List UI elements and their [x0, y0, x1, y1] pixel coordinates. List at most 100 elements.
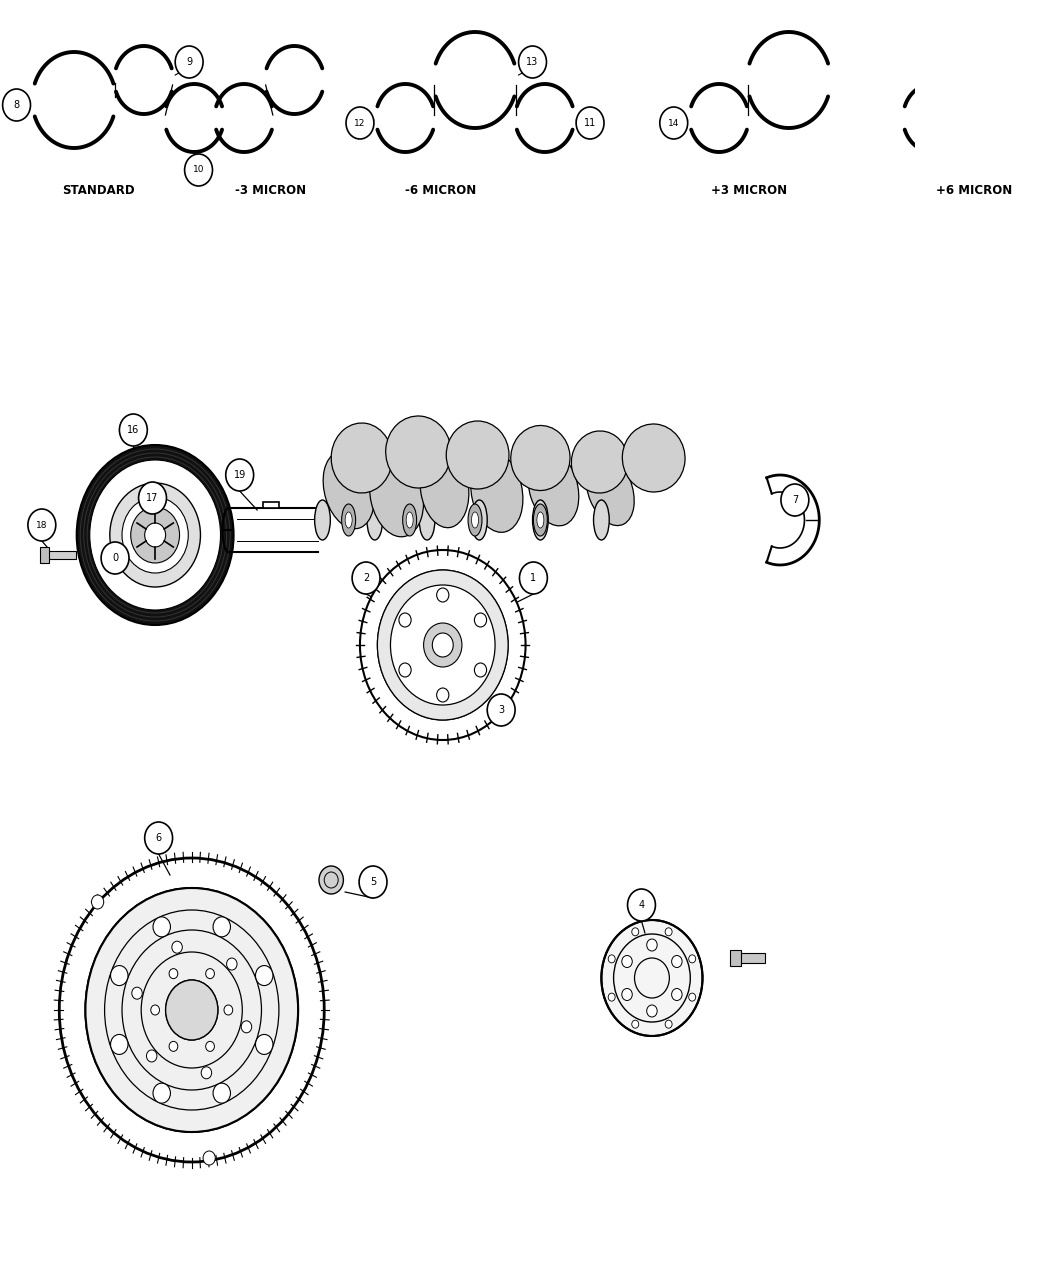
- Circle shape: [520, 562, 547, 594]
- Circle shape: [122, 497, 188, 572]
- Text: +3 MICRON: +3 MICRON: [712, 184, 788, 196]
- Ellipse shape: [331, 423, 393, 493]
- Text: 3: 3: [498, 705, 504, 715]
- Text: 8: 8: [14, 99, 20, 110]
- Circle shape: [377, 570, 508, 720]
- Circle shape: [672, 988, 682, 1001]
- Circle shape: [153, 1084, 170, 1103]
- Bar: [40, 547, 48, 564]
- Circle shape: [622, 988, 632, 1001]
- Circle shape: [85, 887, 298, 1132]
- Ellipse shape: [470, 451, 523, 532]
- Circle shape: [1046, 46, 1050, 78]
- Circle shape: [632, 1020, 638, 1028]
- Circle shape: [153, 917, 170, 937]
- Ellipse shape: [571, 431, 628, 493]
- Bar: [45, 551, 76, 558]
- Text: 0: 0: [112, 553, 118, 564]
- Ellipse shape: [623, 425, 685, 492]
- Circle shape: [175, 46, 203, 78]
- Circle shape: [224, 1005, 233, 1015]
- Ellipse shape: [468, 504, 482, 536]
- Ellipse shape: [593, 500, 609, 541]
- Circle shape: [346, 107, 374, 139]
- Circle shape: [172, 941, 183, 954]
- Text: 6: 6: [155, 833, 162, 843]
- Circle shape: [110, 1034, 128, 1054]
- Ellipse shape: [528, 450, 579, 525]
- Ellipse shape: [532, 500, 548, 541]
- Circle shape: [475, 663, 486, 677]
- Circle shape: [77, 445, 233, 625]
- Bar: [739, 952, 765, 963]
- Circle shape: [28, 509, 56, 541]
- Circle shape: [101, 542, 129, 574]
- Circle shape: [131, 507, 180, 564]
- Circle shape: [227, 958, 237, 970]
- Text: 7: 7: [792, 495, 798, 505]
- Ellipse shape: [406, 513, 413, 528]
- Circle shape: [423, 623, 462, 667]
- Ellipse shape: [420, 449, 469, 528]
- Circle shape: [391, 585, 495, 705]
- Circle shape: [647, 1005, 657, 1017]
- Ellipse shape: [323, 451, 374, 529]
- Circle shape: [185, 154, 212, 186]
- Ellipse shape: [471, 500, 487, 541]
- Circle shape: [91, 895, 104, 909]
- Ellipse shape: [537, 513, 544, 528]
- Circle shape: [206, 969, 214, 979]
- Circle shape: [665, 1020, 672, 1028]
- Circle shape: [475, 613, 486, 627]
- Circle shape: [139, 482, 167, 514]
- Circle shape: [359, 866, 387, 898]
- Circle shape: [242, 1021, 252, 1033]
- Circle shape: [151, 1005, 160, 1015]
- Circle shape: [319, 866, 343, 894]
- Circle shape: [360, 550, 526, 740]
- Circle shape: [437, 688, 448, 703]
- Text: 17: 17: [146, 493, 159, 504]
- Text: 11: 11: [584, 119, 596, 128]
- Text: 14: 14: [668, 119, 679, 128]
- Ellipse shape: [345, 513, 352, 528]
- Ellipse shape: [370, 453, 423, 537]
- Circle shape: [110, 483, 201, 586]
- Circle shape: [145, 822, 172, 854]
- Circle shape: [203, 1151, 215, 1165]
- Circle shape: [146, 1049, 156, 1062]
- Text: -3 MICRON: -3 MICRON: [234, 184, 306, 196]
- Circle shape: [781, 484, 809, 516]
- Circle shape: [659, 107, 688, 139]
- Circle shape: [213, 1084, 231, 1103]
- Circle shape: [226, 459, 254, 491]
- Circle shape: [169, 969, 177, 979]
- Text: STANDARD: STANDARD: [62, 184, 134, 196]
- Text: 12: 12: [354, 119, 365, 128]
- Ellipse shape: [510, 426, 570, 491]
- Circle shape: [202, 1067, 212, 1079]
- Ellipse shape: [471, 513, 479, 528]
- Circle shape: [255, 1034, 273, 1054]
- Circle shape: [576, 107, 604, 139]
- Circle shape: [120, 414, 147, 446]
- Text: 2: 2: [363, 572, 370, 583]
- Circle shape: [665, 928, 672, 936]
- Circle shape: [628, 889, 655, 921]
- Text: 16: 16: [127, 425, 140, 435]
- Text: 10: 10: [193, 166, 205, 175]
- Ellipse shape: [366, 500, 382, 541]
- Ellipse shape: [402, 504, 417, 536]
- Ellipse shape: [586, 454, 634, 525]
- Text: +6 MICRON: +6 MICRON: [937, 184, 1012, 196]
- Circle shape: [145, 523, 166, 547]
- Circle shape: [487, 694, 516, 725]
- Circle shape: [399, 663, 412, 677]
- Ellipse shape: [419, 500, 435, 541]
- Circle shape: [689, 955, 696, 963]
- Circle shape: [647, 938, 657, 951]
- Text: 9: 9: [186, 57, 192, 68]
- Circle shape: [110, 965, 128, 986]
- Circle shape: [622, 955, 632, 968]
- Circle shape: [213, 917, 231, 937]
